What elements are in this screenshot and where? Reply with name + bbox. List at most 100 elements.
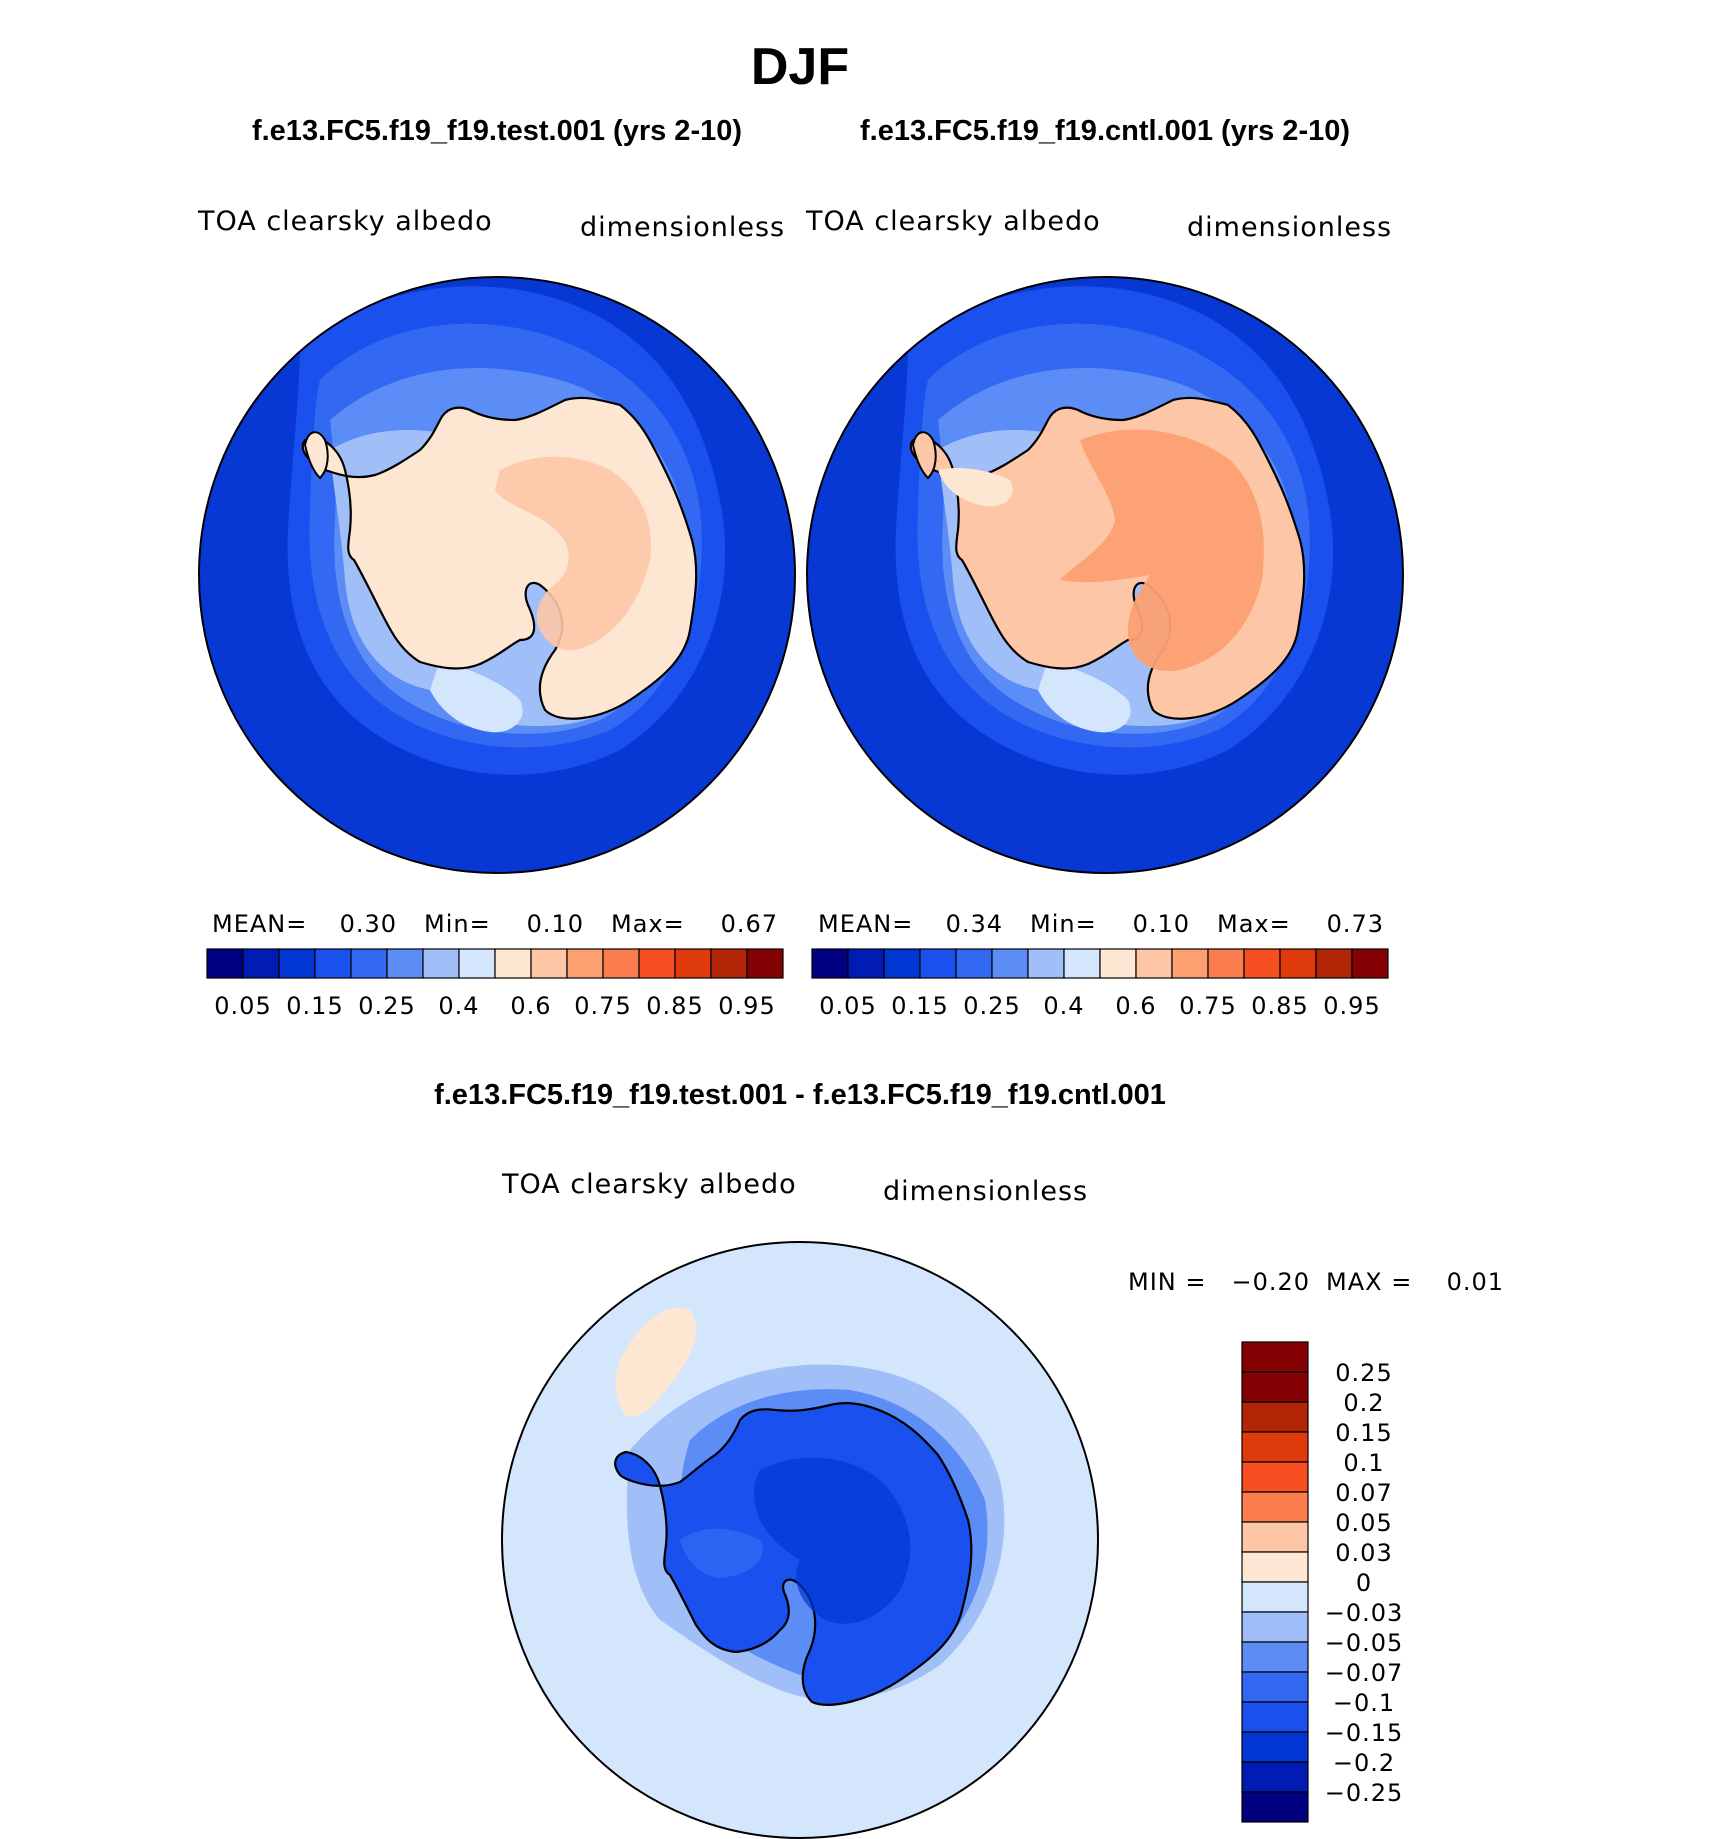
colorbar-box [1027,948,1065,979]
colorbar-box [1241,1371,1309,1403]
colorbar-box [1171,948,1209,979]
colorbar-cntl: 0.05 0.15 0.25 0.4 0.6 0.75 0.85 0.95 [811,948,1389,1020]
panel-diff-variable: TOA clearsky albedo [501,1169,797,1200]
season-title: DJF [751,38,849,96]
map-test-interior-high [495,456,651,650]
colorbar-box [1135,948,1173,979]
colorbar-tick-label: 0.25 [358,992,415,1020]
colorbar-box [422,948,460,979]
colorbar-box [1241,1521,1309,1553]
colorbar-tick-label: −0.1 [1333,1689,1395,1717]
colorbar-tick-label: −0.07 [1325,1659,1404,1687]
panel-diff-units: dimensionless [883,1176,1088,1207]
colorbar-box [1241,1761,1309,1793]
map-diff-dark-patch [754,1457,911,1624]
colorbar-box [674,948,712,979]
colorbar-box [1241,1641,1309,1673]
colorbar-tick-label: 0.85 [1251,992,1308,1020]
stat-max-value: 0.01 [1447,1268,1504,1296]
panel-cntl-variable: TOA clearsky albedo [805,206,1101,237]
stat-min-value: 0.10 [1133,910,1190,938]
colorbar-box [955,948,993,979]
colorbar-box [206,948,244,979]
map-cntl-interior-high [1060,429,1264,671]
colorbar-tick-label: 0.07 [1335,1479,1392,1507]
colorbar-box [1099,948,1137,979]
colorbar-tick-label: 0.2 [1343,1389,1384,1417]
colorbar-box [1351,948,1389,979]
diff-title: f.e13.FC5.f19_f19.test.001 - f.e13.FC5.f… [434,1079,1166,1111]
colorbar-tick-label: 0.4 [1043,992,1084,1020]
map-cntl [807,277,1403,873]
stat-max-label: Max= [1217,910,1291,938]
colorbar-tick-label: 0.75 [1179,992,1236,1020]
panel-cntl-units: dimensionless [1187,212,1392,243]
colorbar-tick-label: −0.25 [1325,1779,1404,1807]
colorbar-box [566,948,604,979]
colorbar-tick-label: 0.15 [891,992,948,1020]
stat-max-label: MAX = [1326,1268,1412,1296]
colorbar-box [1243,948,1281,979]
colorbar-tick-label: 0.95 [718,992,775,1020]
colorbar-tick-label: 0.6 [510,992,551,1020]
colorbar-box [1241,1611,1309,1643]
map-test-ross-sea [430,660,523,733]
map-cntl-peninsula-land [911,431,937,480]
colorbar-box [1241,1731,1309,1763]
colorbar-box [314,948,352,979]
colorbar-box [530,948,568,979]
map-cntl-border [806,276,1404,874]
colorbar-tick-label: 0.03 [1335,1539,1392,1567]
stat-min-label: MIN = [1128,1268,1206,1296]
colorbar-box [1241,1581,1309,1613]
colorbar-tick-label: 0.95 [1323,992,1380,1020]
colorbar-tick-label: 0.05 [1335,1509,1392,1537]
stat-mean-label: MEAN= [212,910,307,938]
colorbar-box [746,948,784,979]
colorbar-box [1241,1461,1309,1493]
colorbar-tick-label: 0 [1356,1569,1372,1597]
colorbar-box [1241,1431,1309,1463]
colorbar-box [1279,948,1317,979]
colorbar-box [242,948,280,979]
stats-test: MEAN= 0.30 Min= 0.10 Max= 0.67 [212,910,777,938]
colorbar-tick-label: −0.15 [1325,1719,1404,1747]
colorbar-box [350,948,388,979]
stat-min-value: 0.10 [527,910,584,938]
colorbar-box [919,948,957,979]
colorbar-tick-label: −0.05 [1325,1629,1404,1657]
stat-mean-value: 0.34 [946,910,1003,938]
colorbar-box [494,948,532,979]
colorbar-box [1241,1491,1309,1523]
colorbar-box [710,948,748,979]
colorbar-tick-label: 0.15 [286,992,343,1020]
map-test [199,277,795,873]
colorbar-tick-label: 0.15 [1335,1419,1392,1447]
colorbar-box [638,948,676,979]
stat-max-label: Max= [611,910,685,938]
colorbar-box [847,948,885,979]
map-cntl-ross-sea [1038,660,1131,733]
stat-min-label: Min= [424,910,491,938]
colorbar-box [1241,1671,1309,1703]
colorbar-box [458,948,496,979]
map-diff-west-patch [680,1528,763,1578]
map-cntl-peninsula-coast [938,468,1013,507]
stat-min-value: −0.20 [1231,1268,1310,1296]
colorbar-box [1241,1791,1309,1823]
colorbar-diff: 0.250.20.150.10.070.050.030−0.03−0.05−0.… [1241,1341,1404,1823]
colorbar-tick-label: −0.2 [1333,1749,1395,1777]
map-test-peninsula-land [303,431,329,480]
test-case-title: f.e13.FC5.f19_f19.test.001 (yrs 2-10) [252,115,742,147]
colorbar-box [883,948,921,979]
colorbar-tick-label: 0.1 [1343,1449,1384,1477]
colorbar-box [1063,948,1101,979]
colorbar-box [386,948,424,979]
stats-diff: MIN = −0.20 MAX = 0.01 [1128,1268,1504,1296]
colorbar-box [278,948,316,979]
colorbar-box [602,948,640,979]
cntl-case-title: f.e13.FC5.f19_f19.cntl.001 (yrs 2-10) [860,115,1350,147]
colorbar-tick-label: 0.05 [819,992,876,1020]
stat-mean-value: 0.30 [340,910,397,938]
